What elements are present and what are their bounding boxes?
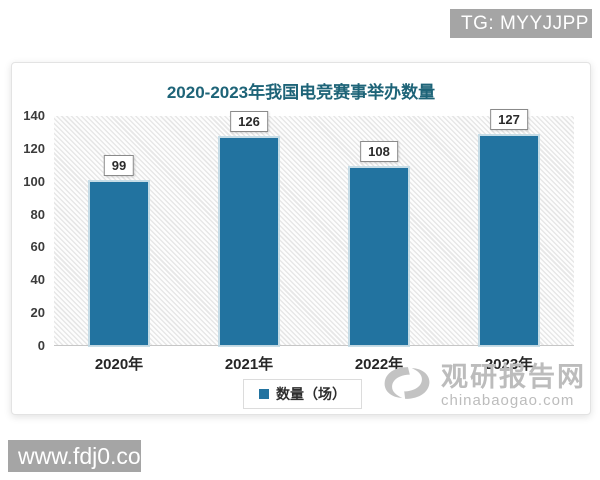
bar-column: 99 <box>54 116 184 345</box>
y-tick-label: 100 <box>23 173 45 189</box>
watermark-site-url: chinabaogao.com <box>441 391 575 409</box>
watermark-text: 观研报告网 chinabaogao.com <box>441 361 586 409</box>
bar-value-label: 127 <box>490 109 528 131</box>
x-axis-label: 2020年 <box>94 356 144 373</box>
legend-label: 数量（场） <box>276 386 346 402</box>
plot-area: 99 126 108 127 <box>54 109 574 346</box>
watermark-site-name: 观研报告网 <box>441 361 586 392</box>
y-tick-label: 140 <box>23 108 45 123</box>
chart-card: 2020-2023年我国电竞赛事举办数量 0 20 40 60 80 100 120 140 … <box>11 62 591 415</box>
bar <box>90 182 148 345</box>
chinabaogao-watermark: 观研报告网 chinabaogao.com <box>379 362 586 409</box>
bar <box>480 136 538 345</box>
bar-column: 108 <box>314 116 444 345</box>
y-tick-label: 60 <box>30 239 45 255</box>
y-tick-label: 20 <box>30 305 45 321</box>
tg-watermark-badge: TG: MYYJJPP <box>450 9 592 38</box>
y-tick-label: 0 <box>37 338 45 353</box>
bar-value-label: 99 <box>103 155 135 177</box>
legend: 数量（场） <box>243 379 362 409</box>
y-axis: 0 20 40 60 80 100 120 140 <box>12 108 49 353</box>
y-tick-label: 80 <box>30 206 45 222</box>
legend-swatch-icon <box>259 389 269 399</box>
bar-column: 126 <box>184 111 314 345</box>
bar <box>220 138 278 345</box>
y-tick-label: 40 <box>30 272 45 288</box>
site-watermark-badge: www.fdj0.com <box>8 440 160 472</box>
chart-title: 2020-2023年我国电竞赛事举办数量 <box>166 83 436 102</box>
x-axis-label: 2022年 <box>354 356 404 373</box>
x-axis: 2020年 2021年 2022年 2023年 <box>54 353 574 374</box>
bar-column: 127 <box>444 109 574 345</box>
swirl-logo-icon <box>379 362 435 409</box>
x-axis-label: 2021年 <box>224 356 274 373</box>
y-tick-label: 120 <box>23 140 45 156</box>
bar-value-label: 108 <box>360 140 398 162</box>
bar <box>350 167 408 345</box>
bar-value-label: 126 <box>230 111 268 132</box>
x-axis-label: 2023年 <box>484 356 534 373</box>
